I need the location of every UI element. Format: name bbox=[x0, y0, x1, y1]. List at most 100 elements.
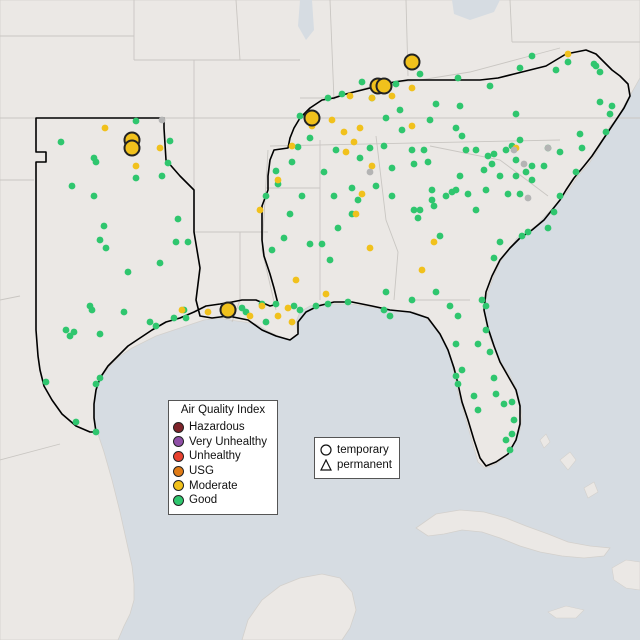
good-monitor-marker[interactable] bbox=[432, 100, 440, 108]
good-monitor-marker[interactable] bbox=[68, 182, 76, 190]
good-monitor-marker[interactable] bbox=[96, 374, 104, 382]
good-monitor-marker[interactable] bbox=[432, 288, 440, 296]
moderate-monitor-marker[interactable] bbox=[288, 142, 296, 150]
good-monitor-marker[interactable] bbox=[486, 348, 494, 356]
good-monitor-marker[interactable] bbox=[506, 446, 514, 454]
good-monitor-marker[interactable] bbox=[410, 160, 418, 168]
good-monitor-marker[interactable] bbox=[504, 190, 512, 198]
good-monitor-marker[interactable] bbox=[100, 222, 108, 230]
good-monitor-marker[interactable] bbox=[478, 296, 486, 304]
good-monitor-marker[interactable] bbox=[158, 172, 166, 180]
good-monitor-marker[interactable] bbox=[482, 326, 490, 334]
good-monitor-marker[interactable] bbox=[456, 172, 464, 180]
good-monitor-marker[interactable] bbox=[92, 380, 100, 388]
good-monitor-marker[interactable] bbox=[606, 110, 614, 118]
good-monitor-marker[interactable] bbox=[596, 98, 604, 106]
moderate-temporary-monitor-marker[interactable] bbox=[375, 77, 393, 95]
moderate-monitor-marker[interactable] bbox=[352, 210, 360, 218]
good-monitor-marker[interactable] bbox=[556, 148, 564, 156]
good-monitor-marker[interactable] bbox=[490, 150, 498, 158]
good-monitor-marker[interactable] bbox=[172, 238, 180, 246]
good-monitor-marker[interactable] bbox=[528, 162, 536, 170]
good-monitor-marker[interactable] bbox=[430, 202, 438, 210]
moderate-monitor-marker[interactable] bbox=[368, 162, 376, 170]
good-monitor-marker[interactable] bbox=[294, 143, 302, 151]
good-monitor-marker[interactable] bbox=[57, 138, 65, 146]
good-monitor-marker[interactable] bbox=[146, 318, 154, 326]
moderate-monitor-marker[interactable] bbox=[178, 306, 186, 314]
moderate-monitor-marker[interactable] bbox=[292, 276, 300, 284]
good-monitor-marker[interactable] bbox=[332, 146, 340, 154]
good-monitor-marker[interactable] bbox=[540, 162, 548, 170]
good-monitor-marker[interactable] bbox=[590, 60, 598, 68]
moderate-monitor-marker[interactable] bbox=[356, 124, 364, 132]
good-monitor-marker[interactable] bbox=[488, 160, 496, 168]
good-monitor-marker[interactable] bbox=[152, 322, 160, 330]
good-monitor-marker[interactable] bbox=[286, 210, 294, 218]
good-monitor-marker[interactable] bbox=[132, 174, 140, 182]
good-monitor-marker[interactable] bbox=[512, 156, 520, 164]
good-monitor-marker[interactable] bbox=[330, 192, 338, 200]
good-monitor-marker[interactable] bbox=[492, 390, 500, 398]
good-monitor-marker[interactable] bbox=[358, 78, 366, 86]
good-monitor-marker[interactable] bbox=[354, 196, 362, 204]
good-monitor-marker[interactable] bbox=[324, 300, 332, 308]
good-monitor-marker[interactable] bbox=[452, 340, 460, 348]
good-monitor-marker[interactable] bbox=[502, 146, 510, 154]
good-monitor-marker[interactable] bbox=[552, 66, 560, 74]
good-monitor-marker[interactable] bbox=[338, 90, 346, 98]
good-monitor-marker[interactable] bbox=[380, 306, 388, 314]
good-monitor-marker[interactable] bbox=[184, 238, 192, 246]
good-monitor-marker[interactable] bbox=[426, 116, 434, 124]
good-monitor-marker[interactable] bbox=[398, 126, 406, 134]
good-monitor-marker[interactable] bbox=[516, 64, 524, 72]
good-monitor-marker[interactable] bbox=[512, 172, 520, 180]
good-monitor-marker[interactable] bbox=[366, 144, 374, 152]
good-monitor-marker[interactable] bbox=[576, 130, 584, 138]
good-monitor-marker[interactable] bbox=[62, 326, 70, 334]
good-monitor-marker[interactable] bbox=[306, 240, 314, 248]
good-monitor-marker[interactable] bbox=[452, 372, 460, 380]
good-monitor-marker[interactable] bbox=[528, 52, 536, 60]
good-monitor-marker[interactable] bbox=[458, 132, 466, 140]
good-monitor-marker[interactable] bbox=[416, 206, 424, 214]
monitor-markers[interactable] bbox=[42, 50, 616, 454]
moderate-monitor-marker[interactable] bbox=[101, 124, 109, 132]
no-data-monitor-marker[interactable] bbox=[520, 160, 528, 168]
moderate-monitor-marker[interactable] bbox=[408, 122, 416, 130]
good-monitor-marker[interactable] bbox=[272, 167, 280, 175]
good-monitor-marker[interactable] bbox=[318, 240, 326, 248]
good-monitor-marker[interactable] bbox=[524, 228, 532, 236]
good-monitor-marker[interactable] bbox=[382, 288, 390, 296]
good-monitor-marker[interactable] bbox=[456, 102, 464, 110]
moderate-monitor-marker[interactable] bbox=[328, 116, 336, 124]
good-monitor-marker[interactable] bbox=[516, 136, 524, 144]
good-monitor-marker[interactable] bbox=[496, 238, 504, 246]
good-monitor-marker[interactable] bbox=[182, 314, 190, 322]
good-monitor-marker[interactable] bbox=[436, 232, 444, 240]
moderate-monitor-marker[interactable] bbox=[346, 92, 354, 100]
good-monitor-marker[interactable] bbox=[312, 302, 320, 310]
good-monitor-marker[interactable] bbox=[324, 94, 332, 102]
good-monitor-marker[interactable] bbox=[262, 192, 270, 200]
good-monitor-marker[interactable] bbox=[326, 256, 334, 264]
moderate-temporary-monitor-marker[interactable] bbox=[303, 109, 321, 127]
good-monitor-marker[interactable] bbox=[490, 254, 498, 262]
good-monitor-marker[interactable] bbox=[410, 206, 418, 214]
good-monitor-marker[interactable] bbox=[602, 128, 610, 136]
moderate-temporary-monitor-marker[interactable] bbox=[219, 301, 237, 319]
moderate-monitor-marker[interactable] bbox=[408, 84, 416, 92]
good-monitor-marker[interactable] bbox=[382, 114, 390, 122]
good-monitor-marker[interactable] bbox=[470, 392, 478, 400]
moderate-monitor-marker[interactable] bbox=[430, 238, 438, 246]
good-monitor-marker[interactable] bbox=[408, 296, 416, 304]
moderate-monitor-marker[interactable] bbox=[204, 308, 212, 316]
good-monitor-marker[interactable] bbox=[416, 70, 424, 78]
good-monitor-marker[interactable] bbox=[372, 182, 380, 190]
good-monitor-marker[interactable] bbox=[388, 192, 396, 200]
good-monitor-marker[interactable] bbox=[564, 58, 572, 66]
good-monitor-marker[interactable] bbox=[272, 300, 280, 308]
good-monitor-marker[interactable] bbox=[446, 302, 454, 310]
good-monitor-marker[interactable] bbox=[420, 146, 428, 154]
good-monitor-marker[interactable] bbox=[280, 234, 288, 242]
